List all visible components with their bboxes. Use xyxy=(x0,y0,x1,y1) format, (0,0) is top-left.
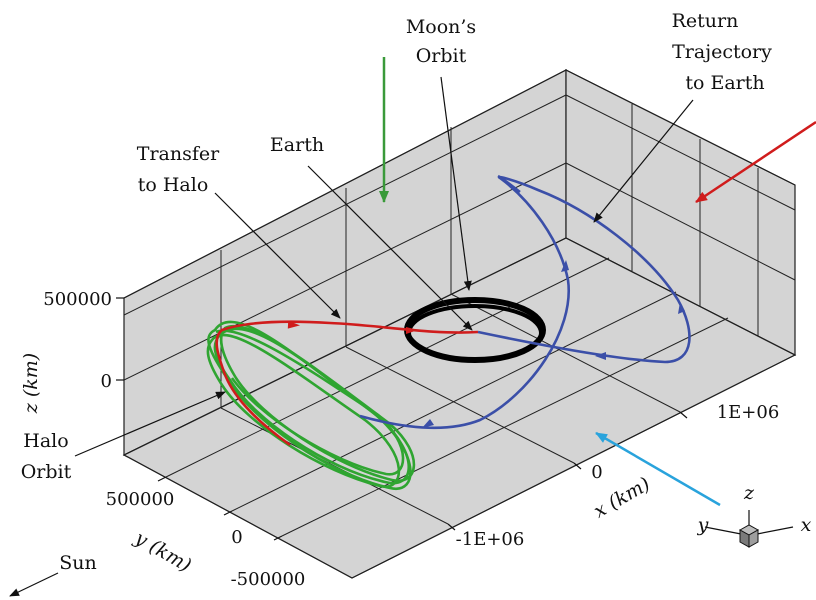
red-direction-arrow xyxy=(695,120,816,204)
halo-label-line1: Halo xyxy=(23,430,68,452)
return-leader xyxy=(593,99,694,223)
left-wall-grid xyxy=(123,94,567,408)
floor-grid xyxy=(165,257,729,537)
x-tick-0: 0 xyxy=(591,462,602,483)
return-trajectory-arrowheads xyxy=(422,260,685,428)
moon-orbit-leader xyxy=(440,76,472,291)
y-tick-0: 0 xyxy=(231,527,242,548)
y-tick-500000: 500000 xyxy=(106,489,175,510)
x-tick-neg1e06: -1E+06 xyxy=(456,529,525,550)
transfer-trajectory xyxy=(215,320,479,447)
axis-ticks xyxy=(116,297,688,541)
x-tick-1e06: 1E+06 xyxy=(717,402,780,423)
transfer-label-line2: to Halo xyxy=(138,174,209,196)
return-label-line2: Trajectory xyxy=(672,41,772,63)
return-trajectory xyxy=(359,174,691,430)
orientation-triad: z y x xyxy=(697,482,812,548)
right-wall-grid xyxy=(565,94,796,336)
triad-y-label: y xyxy=(697,514,709,536)
triad-x-label: x xyxy=(801,514,812,536)
blue-direction-arrow xyxy=(595,431,721,507)
transfer-leader xyxy=(214,192,341,319)
return-label-line3: to Earth xyxy=(685,72,764,94)
sun-arrow xyxy=(9,572,59,597)
halo-label-line2: Orbit xyxy=(21,461,72,483)
y-axis-label: y (km) xyxy=(130,526,195,576)
sun-label: Sun xyxy=(59,552,97,574)
triad-z-label: z xyxy=(743,482,755,504)
earth-label: Earth xyxy=(270,134,324,156)
z-axis-label: z (km) xyxy=(20,353,42,414)
z-tick-0: 0 xyxy=(101,371,112,392)
z-tick-500000: 500000 xyxy=(43,289,112,310)
moons-orbit-label-line2: Orbit xyxy=(416,45,467,67)
moons-orbit-label-line1: Moon’s xyxy=(406,16,476,38)
y-tick-neg500000: -500000 xyxy=(231,569,306,590)
transfer-label-line1: Transfer xyxy=(137,143,220,165)
halo-leader xyxy=(74,391,226,457)
earth-leader xyxy=(307,165,473,331)
return-label-line1: Return xyxy=(672,10,739,32)
